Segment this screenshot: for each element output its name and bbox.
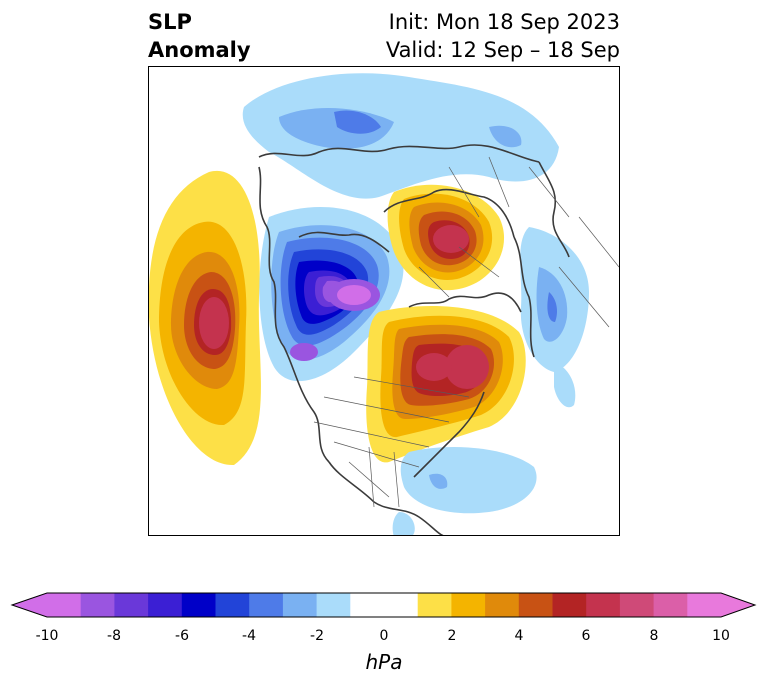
colorbar-tick: 6	[581, 628, 591, 644]
colorbar-segment	[384, 593, 419, 617]
greenland-atlantic-high-anomaly	[366, 306, 526, 463]
colorbar-tick: 4	[514, 628, 524, 644]
colorbar-segment	[518, 593, 554, 617]
colorbar-segment	[316, 593, 351, 617]
colorbar-segment	[619, 593, 655, 617]
colorbar-segment	[282, 593, 318, 617]
anomaly-map	[148, 66, 620, 536]
colorbar-segment	[181, 593, 217, 617]
colorbar-tick: 0	[379, 628, 389, 644]
colorbar-tick: -10	[35, 628, 59, 644]
colorbar-segment	[215, 593, 250, 617]
colorbar-tick: 2	[447, 628, 457, 644]
colorbar-segment	[485, 593, 520, 617]
colorbar-segment	[350, 593, 385, 617]
canada-low-anomaly	[259, 207, 404, 382]
colorbar-under-arrow	[12, 593, 47, 617]
colorbar-tick: 8	[649, 628, 659, 644]
siberia-low-anomaly	[242, 73, 559, 199]
colorbar-segment	[552, 593, 587, 617]
colorbar-over-arrow	[721, 593, 755, 617]
colorbar-segment	[80, 593, 115, 617]
pacific-high-anomaly	[149, 170, 261, 466]
colorbar-tick: -6	[175, 628, 189, 644]
colorbar-segment	[451, 593, 486, 617]
colorbar-outline	[10, 592, 757, 618]
political-borders	[313, 156, 619, 508]
colorbar-segment	[653, 593, 688, 617]
colorbar-segment	[687, 593, 722, 617]
north-atlantic-low-anomaly	[392, 447, 537, 535]
map-canvas	[149, 73, 619, 535]
colorbar-segment	[47, 593, 82, 617]
colorbar-unit-label: hPa	[365, 650, 403, 674]
colorbar-segment	[148, 593, 183, 617]
colorbar-segment	[586, 593, 621, 617]
title-line-2: Anomaly	[148, 38, 251, 62]
colorbar-segment	[417, 593, 452, 617]
valid-range-text: Valid: 12 Sep – 18 Sep	[385, 38, 620, 62]
colorbar	[10, 592, 757, 618]
title-line-1: SLP	[148, 10, 192, 34]
colorbar-tick: -2	[310, 628, 324, 644]
valid-time-label: Init: Mon 18 Sep 2023 Valid: 12 Sep – 18…	[386, 8, 620, 64]
map-title: SLP Anomaly	[148, 8, 251, 64]
colorbar-segment	[249, 593, 284, 617]
east-asia-low-anomaly	[520, 227, 589, 408]
scandinavia-high-anomaly	[387, 184, 505, 291]
colorbar-tick: 10	[712, 628, 730, 644]
coastlines	[258, 144, 570, 535]
init-time-text: Init: Mon 18 Sep 2023	[388, 10, 620, 34]
colorbar-segment	[114, 593, 149, 617]
colorbar-tick: -4	[242, 628, 256, 644]
colorbar-tick: -8	[107, 628, 121, 644]
